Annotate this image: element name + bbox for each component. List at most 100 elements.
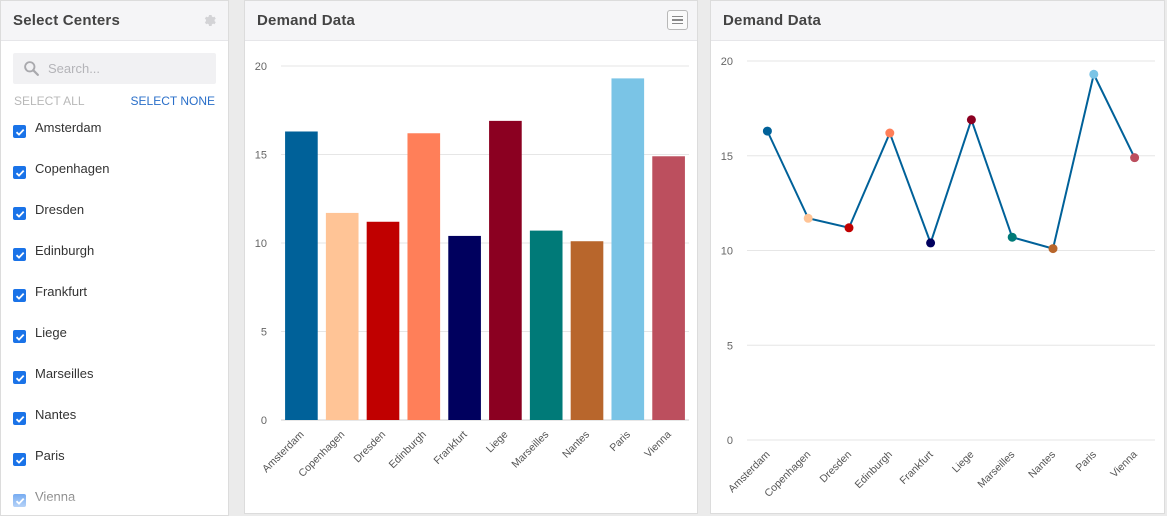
checkmark-icon <box>15 415 24 423</box>
data-point[interactable] <box>966 115 976 125</box>
center-item-label: Amsterdam <box>35 120 102 135</box>
bar[interactable] <box>652 156 685 420</box>
data-point[interactable] <box>844 223 854 233</box>
y-tick-label: 15 <box>255 150 267 162</box>
data-point[interactable] <box>803 213 813 223</box>
line-chart-title: Demand Data <box>723 12 822 29</box>
checkmark-icon <box>15 333 24 341</box>
checkbox[interactable] <box>13 412 26 425</box>
x-tick-label: Dresden <box>352 429 389 466</box>
line-chart-header: Demand Data <box>711 1 1164 41</box>
center-item-label: Dresden <box>35 202 85 217</box>
demand-bar-chart-panel: Demand Data 0 5 10 15 20 Amsterdam Copenhagen D… <box>244 0 698 514</box>
x-tick-label: Nantes <box>560 429 592 461</box>
center-item-label: Frankfurt <box>35 284 88 299</box>
data-point[interactable] <box>926 238 936 248</box>
data-point[interactable] <box>1007 232 1017 242</box>
x-tick-label: Liege <box>484 429 511 456</box>
checkbox[interactable] <box>13 371 26 384</box>
bar[interactable] <box>407 133 441 420</box>
checkmark-icon <box>15 169 24 177</box>
bar[interactable] <box>611 78 645 420</box>
y-tick-label: 10 <box>721 246 733 258</box>
center-item-label: Edinburgh <box>35 243 95 258</box>
x-tick-label: Liege <box>950 449 977 476</box>
bar[interactable] <box>529 230 563 420</box>
data-point[interactable] <box>885 128 895 138</box>
gear-icon[interactable] <box>202 14 216 28</box>
search-input[interactable] <box>48 61 198 76</box>
x-tick-label: Edinburgh <box>853 449 895 491</box>
center-item[interactable]: Marseilles <box>13 366 228 407</box>
list-fade-overlay <box>1 475 228 515</box>
selection-controls: SELECT ALL SELECT NONE <box>1 94 228 108</box>
checkmark-icon <box>15 210 24 218</box>
data-point[interactable] <box>1130 153 1140 163</box>
x-tick-label: Marseilles <box>509 429 551 471</box>
select-centers-title: Select Centers <box>13 12 121 29</box>
y-tick-label: 5 <box>727 340 733 352</box>
x-tick-label: Vienna <box>1108 449 1140 481</box>
center-item[interactable]: Paris <box>13 448 228 489</box>
y-tick-label: 5 <box>261 327 267 339</box>
bar[interactable] <box>489 120 522 421</box>
center-item[interactable]: Nantes <box>13 407 228 448</box>
hamburger-menu-icon[interactable] <box>667 10 688 30</box>
bar[interactable] <box>285 131 318 420</box>
checkbox[interactable] <box>13 248 26 261</box>
data-point[interactable] <box>762 126 772 136</box>
search-icon <box>24 61 39 76</box>
checkbox[interactable] <box>13 207 26 220</box>
checkbox[interactable] <box>13 453 26 466</box>
center-item[interactable]: Edinburgh <box>13 243 228 284</box>
x-tick-label: Vienna <box>642 429 674 461</box>
bar-chart-header: Demand Data <box>245 1 697 41</box>
y-tick-label: 0 <box>261 415 267 427</box>
checkmark-icon <box>15 456 24 464</box>
checkmark-icon <box>15 128 24 136</box>
x-tick-label: Paris <box>608 429 633 454</box>
demand-line-chart-panel: Demand Data 0 5 10 15 20 Amsterdam Copenhagen D… <box>710 0 1165 514</box>
center-item[interactable]: Dresden <box>13 202 228 243</box>
checkmark-icon <box>15 374 24 382</box>
x-tick-label: Marseilles <box>975 449 1017 491</box>
select-centers-panel: Select Centers SELECT ALL SELECT NONE Am… <box>0 0 229 516</box>
checkbox[interactable] <box>13 330 26 343</box>
center-item-label: Nantes <box>35 407 77 422</box>
data-point[interactable] <box>1048 244 1058 254</box>
bar[interactable] <box>366 221 400 420</box>
x-tick-label: Frankfurt <box>432 429 470 467</box>
bar[interactable] <box>448 235 481 420</box>
center-list: Amsterdam Copenhagen Dresden Edinburgh Frank… <box>13 120 228 515</box>
center-item-label: Marseilles <box>35 366 94 381</box>
select-none-link[interactable]: SELECT NONE <box>130 94 215 108</box>
x-tick-label: Nantes <box>1026 449 1058 481</box>
x-tick-label: Frankfurt <box>898 449 936 487</box>
center-item[interactable]: Copenhagen <box>13 161 228 202</box>
y-tick-label: 10 <box>255 238 267 250</box>
search-box[interactable] <box>13 53 216 84</box>
x-tick-label: Dresden <box>818 449 855 486</box>
checkbox[interactable] <box>13 166 26 179</box>
center-item[interactable]: Frankfurt <box>13 284 228 325</box>
checkmark-icon <box>15 251 24 259</box>
center-item-label: Liege <box>35 325 67 340</box>
center-item-label: Copenhagen <box>35 161 110 176</box>
checkbox[interactable] <box>13 125 26 138</box>
select-centers-header: Select Centers <box>1 1 228 41</box>
data-point[interactable] <box>1089 69 1099 79</box>
bar[interactable] <box>570 241 604 420</box>
y-tick-label: 20 <box>721 56 733 68</box>
checkmark-icon <box>15 292 24 300</box>
checkbox[interactable] <box>13 289 26 302</box>
x-tick-label: Edinburgh <box>387 429 429 471</box>
bar[interactable] <box>325 212 359 420</box>
y-tick-label: 15 <box>721 151 733 163</box>
center-item[interactable]: Amsterdam <box>13 120 228 161</box>
center-item[interactable]: Liege <box>13 325 228 366</box>
select-all-link[interactable]: SELECT ALL <box>14 94 85 108</box>
y-tick-label: 0 <box>727 435 733 447</box>
y-tick-label: 20 <box>255 61 267 73</box>
